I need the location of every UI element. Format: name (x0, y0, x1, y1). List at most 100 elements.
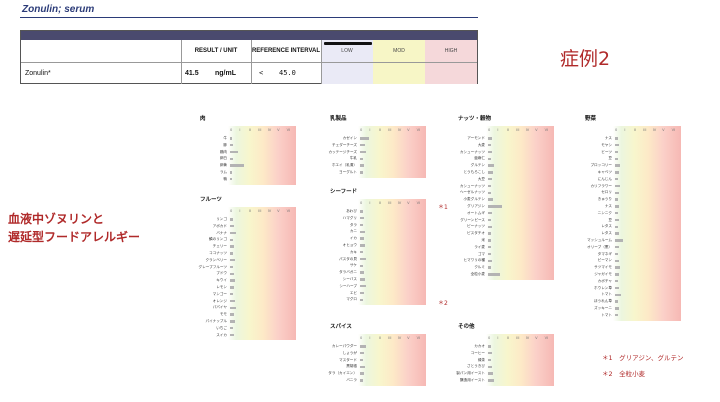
food-row: 大麦 (458, 142, 554, 149)
severity-gradient (486, 334, 554, 386)
food-label: ナス (604, 136, 612, 140)
food-level-bar (488, 358, 491, 362)
food-level-bar (360, 223, 363, 227)
food-label: グルテン (470, 163, 485, 168)
food-row: キウイ (200, 277, 296, 284)
scale-label: VI (416, 128, 421, 132)
food-label: ホエイ（乳清） (331, 163, 357, 168)
scale-label: 0 (360, 201, 363, 205)
food-row: 豚 (200, 142, 296, 149)
food-level-bar (230, 333, 234, 337)
food-row: 醸造用イースト (458, 377, 554, 384)
scale-label: V (407, 201, 410, 205)
food-label: ライ麦 (474, 244, 485, 249)
food-label: モモ (219, 312, 227, 317)
food-panel: 野菜 0 I II III IV V VI ナス モヤシ ビーツ豆ブロッコリー キャベツ にんじん カリフ… (585, 116, 681, 321)
food-label: リンゴ (216, 217, 227, 221)
food-level-bar (488, 239, 491, 242)
food-row: ヒマワリの種 (458, 257, 554, 264)
report-title: Zonulin; serum (22, 4, 95, 15)
scale-label: VI (286, 209, 291, 213)
food-row: オートムギ (458, 210, 554, 217)
food-level-bar (488, 273, 501, 276)
scale-label: II (378, 128, 381, 132)
food-row: 全粒小麦 (458, 271, 554, 278)
food-level-bar (615, 273, 619, 276)
scale-label: IV (397, 201, 402, 205)
food-label: サケ (349, 263, 357, 268)
food-row: バニラ (330, 377, 426, 384)
food-row: モモ (200, 311, 296, 318)
food-row: タラ（カイエン） (328, 370, 426, 377)
panel-title: シーフード (330, 189, 358, 195)
food-row: ヨーグルト (330, 169, 426, 176)
col-divider (251, 40, 252, 84)
severity-gradient (358, 126, 426, 178)
food-row: 黒胡椒 (330, 363, 426, 370)
food-level-bar (360, 291, 364, 295)
food-label: 豆 (608, 217, 612, 222)
food-label: 大麦 (477, 142, 485, 147)
scale-label: II (378, 201, 381, 205)
food-label: 鶏肉 (219, 149, 227, 154)
food-level-bar (230, 137, 233, 140)
food-row: ナス (585, 135, 681, 142)
food-level-bar (615, 245, 619, 249)
food-level-bar (230, 313, 234, 316)
food-level-bar (488, 171, 493, 174)
food-row: 豆 (585, 217, 681, 224)
food-row: モヤシ (585, 142, 681, 149)
food-label: バニラ (346, 377, 357, 382)
scale-label: 0 (230, 128, 233, 132)
panel-rows: 牛豚鶏肉 卵白 卵黄 ラム鴨 (200, 135, 296, 183)
food-label: キウイ (216, 278, 227, 283)
food-label: 卵白 (219, 156, 227, 161)
food-label: バナナ (216, 230, 227, 235)
scale-label: III (643, 128, 647, 132)
scale-label: IV (397, 336, 402, 340)
food-level-bar (615, 164, 620, 167)
food-label: カッテージチーズ (328, 149, 358, 154)
title-underline (20, 17, 478, 18)
food-label: レタス (601, 231, 612, 236)
zone-high-header: HIGH (425, 40, 477, 62)
food-label: グレープフルーツ (198, 264, 227, 269)
food-level-bar (615, 252, 618, 256)
food-label: シーハーブ (339, 283, 357, 288)
food-label: チェダーチーズ (332, 142, 357, 147)
food-label: ズッキーニ (594, 305, 612, 310)
food-label: クルミ (474, 265, 485, 270)
panel-rows: あわび ハマグリ タラ カニ イカ オヒョウ カキ パスタの貝 サケ タラバガニ シーバス シーハーブ… (330, 208, 426, 303)
food-level-bar (615, 143, 619, 147)
food-level-bar (230, 258, 235, 262)
severity-gradient (228, 207, 296, 341)
panel-rows: カゼイン チェダーチーズ カッテージチーズ 牛乳 ホエイ（乳清） ヨーグルト (328, 135, 426, 176)
food-level-bar (230, 252, 233, 255)
scale-label: III (388, 128, 392, 132)
food-label: カリフラワー (590, 183, 612, 188)
panel-rows: リンゴ アボカド バナナ 鱗のリンゴ チェリー ココナッツ クランベリー グレープフルーツ ブド… (198, 216, 296, 338)
food-row: カゼイン (330, 135, 426, 142)
food-level-bar (488, 137, 492, 140)
scale-label: II (506, 336, 509, 340)
food-row: ココナッツ (200, 250, 296, 257)
scale-label: II (248, 128, 251, 132)
scale-label: IV (397, 128, 402, 132)
scale-label: 0 (360, 128, 363, 132)
food-label: アーモンド (467, 136, 485, 140)
food-level-bar (360, 171, 363, 174)
food-label: トマト (601, 292, 612, 297)
food-row: グリアジン (458, 203, 554, 210)
food-level-bar (230, 299, 235, 303)
food-row: マッシュルーム (585, 237, 681, 244)
food-label: オートムギ (467, 210, 485, 215)
scale-label: V (277, 209, 280, 213)
food-label: タラ（カイエン） (328, 371, 357, 376)
food-panel: フルーツ 0 I II III IV V VI リンゴ アボカド バナナ 鱗のリンゴ チェリー ココナッツ… (198, 197, 296, 341)
food-row: マンゴー (200, 291, 296, 298)
food-level-bar (360, 358, 363, 362)
food-level-bar (360, 345, 366, 348)
food-label: カレーパウダー (331, 344, 357, 348)
food-level-bar (488, 211, 492, 215)
scale-label: II (633, 128, 636, 132)
